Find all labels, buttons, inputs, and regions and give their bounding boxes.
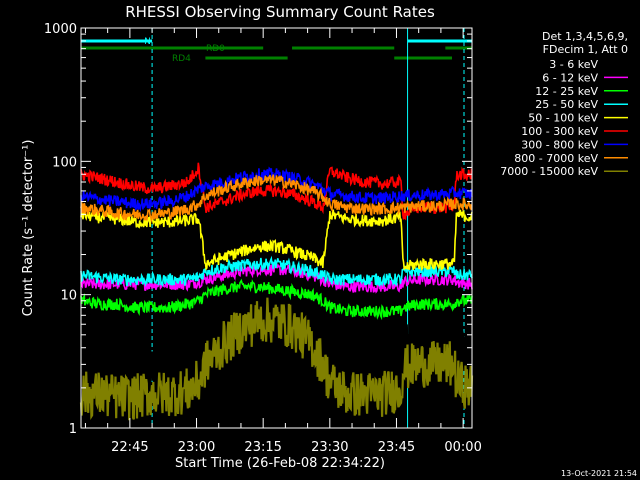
y-tick-label-10: 10 xyxy=(60,289,77,304)
x-axis: 22:45 23:00 23:15 23:30 23:45 00:00 xyxy=(84,28,482,455)
series-line-50-100-kev xyxy=(80,208,473,272)
legend-header-line-0: Det 1,3,4,5,6,9, xyxy=(542,30,628,43)
y-tick-label-100: 100 xyxy=(52,155,77,170)
series-line-300-800-kev xyxy=(80,166,473,213)
chart-title: RHESSI Observing Summary Count Rates xyxy=(125,3,435,21)
x-tick-label-23-30: 23:30 xyxy=(311,440,348,455)
flag-bar-rd0-2 xyxy=(445,46,472,50)
plot-frame xyxy=(80,27,473,429)
legend-label-7000-15000-kev: 7000 - 15000 keV xyxy=(500,165,598,178)
flag-label-rd4: RD4 xyxy=(172,54,191,64)
x-tick-label-00-00: 00:00 xyxy=(444,440,481,455)
y-axis: 1 10 100 1000 xyxy=(44,22,472,437)
legend-label-800-7000-kev: 800 - 7000 keV xyxy=(514,152,598,165)
x-tick-label-23-15: 23:15 xyxy=(244,440,281,455)
x-tick-label-23-45: 23:45 xyxy=(378,440,415,455)
y-tick-label-1: 1 xyxy=(69,422,77,437)
legend-header-line-1: FDecim 1, Att 0 xyxy=(543,43,628,56)
flags-layer: N RD0 RD4 xyxy=(81,37,472,64)
series-line-7000-15000-kev xyxy=(79,297,474,421)
flag-bar-n-0 xyxy=(81,39,153,43)
legend-label-100-300-kev: 100 - 300 keV xyxy=(521,125,598,138)
flag-bar-rd4-0 xyxy=(205,56,288,60)
y-tick-label-1000: 1000 xyxy=(44,22,77,37)
flag-bar-rd0-0 xyxy=(81,46,264,50)
flag-label-n: N xyxy=(144,37,151,47)
legend-label-6-12-kev: 6 - 12 keV xyxy=(542,71,598,84)
flag-label-rd0: RD0 xyxy=(206,44,225,54)
x-tick-label-23-00: 23:00 xyxy=(178,440,215,455)
y-axis-label: Count Rate (s⁻¹ detector⁻¹) xyxy=(21,140,36,317)
series-line-3-6-kev xyxy=(79,274,474,392)
legend-label-25-50-kev: 25 - 50 keV xyxy=(535,98,598,111)
legend-label-3-6-kev: 3 - 6 keV xyxy=(549,58,598,71)
series-line-12-25-kev xyxy=(80,278,473,321)
flag-bar-rd0-1 xyxy=(292,46,395,50)
legend: Det 1,3,4,5,6,9,FDecim 1, Att 0 3 - 6 keV… xyxy=(500,30,628,178)
legend-label-12-25-kev: 12 - 25 keV xyxy=(535,85,598,98)
footer-timestamp: 13-Oct-2021 21:54 xyxy=(561,469,637,478)
flag-bar-n2-0 xyxy=(407,39,472,43)
series-line-800-7000-kev xyxy=(80,174,473,223)
series-layer xyxy=(79,162,474,421)
legend-label-300-800-kev: 300 - 800 keV xyxy=(521,138,598,151)
x-axis-label: Start Time (26-Feb-08 22:34:22) xyxy=(175,456,385,471)
legend-label-50-100-kev: 50 - 100 keV xyxy=(528,112,598,125)
x-tick-label-22-45: 22:45 xyxy=(111,440,148,455)
series-line-100-300-kev xyxy=(80,162,473,221)
flag-bar-rd4-1 xyxy=(394,56,453,60)
